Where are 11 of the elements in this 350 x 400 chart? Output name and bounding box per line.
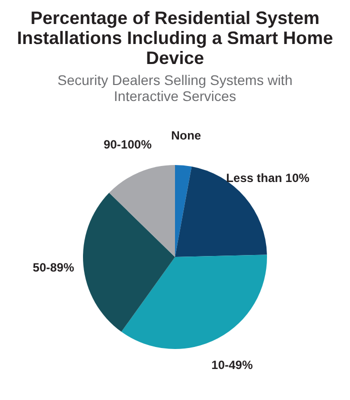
chart-title: Percentage of Residential System Installations Including a Smart Home Device	[16, 8, 334, 68]
slice-label: 50-89%	[32, 260, 74, 275]
slice-label: Less than 10%	[226, 170, 310, 185]
pie-slice	[83, 192, 175, 332]
pie-slice	[175, 165, 192, 257]
pie-slice	[109, 165, 175, 257]
chart-subtitle: Security Dealers Selling Systems with Interactive Services	[58, 72, 292, 104]
slice-label: 10-49%	[211, 358, 254, 372]
slice-label: 90-100%	[104, 138, 152, 152]
slice-label: None	[171, 128, 202, 143]
pie-slice	[121, 254, 267, 349]
